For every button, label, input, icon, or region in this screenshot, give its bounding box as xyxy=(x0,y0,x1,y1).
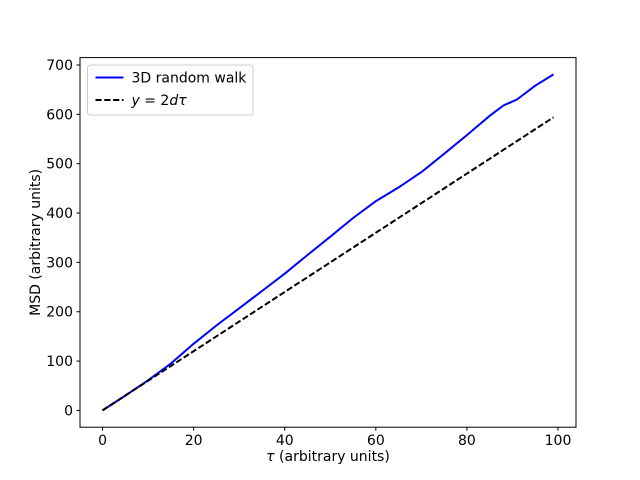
legend-label-1: y = 2dτ xyxy=(131,93,188,109)
legend-label-0: 3D random walk xyxy=(132,71,248,87)
y-tick-label: 0 xyxy=(64,403,73,419)
y-tick-label: 400 xyxy=(46,206,73,222)
x-tick-label: 20 xyxy=(185,433,203,449)
y-tick-label: 200 xyxy=(46,305,73,321)
y-tick-label: 100 xyxy=(46,354,73,370)
x-tick-label: 40 xyxy=(276,433,294,449)
y-tick-label: 600 xyxy=(46,107,73,123)
legend: 3D random walk y = 2dτ xyxy=(87,64,254,116)
plot-border xyxy=(79,57,577,428)
series-line-3d-random-walk xyxy=(101,73,555,412)
y-tick-label: 700 xyxy=(46,58,73,74)
x-tick-label: 80 xyxy=(458,433,476,449)
series-line-y-2d- xyxy=(101,116,555,412)
legend-box xyxy=(87,64,254,116)
y-tick-label: 300 xyxy=(46,255,73,271)
x-axis-label: τ (arbitrary units) xyxy=(266,449,390,465)
y-axis-label: MSD (arbitrary units) xyxy=(28,169,44,316)
x-tick-label: 60 xyxy=(367,433,385,449)
x-tick-label: 100 xyxy=(545,433,572,449)
y-tick-label: 500 xyxy=(46,157,73,173)
plot-area xyxy=(80,57,576,428)
x-tick-label: 0 xyxy=(98,433,107,449)
